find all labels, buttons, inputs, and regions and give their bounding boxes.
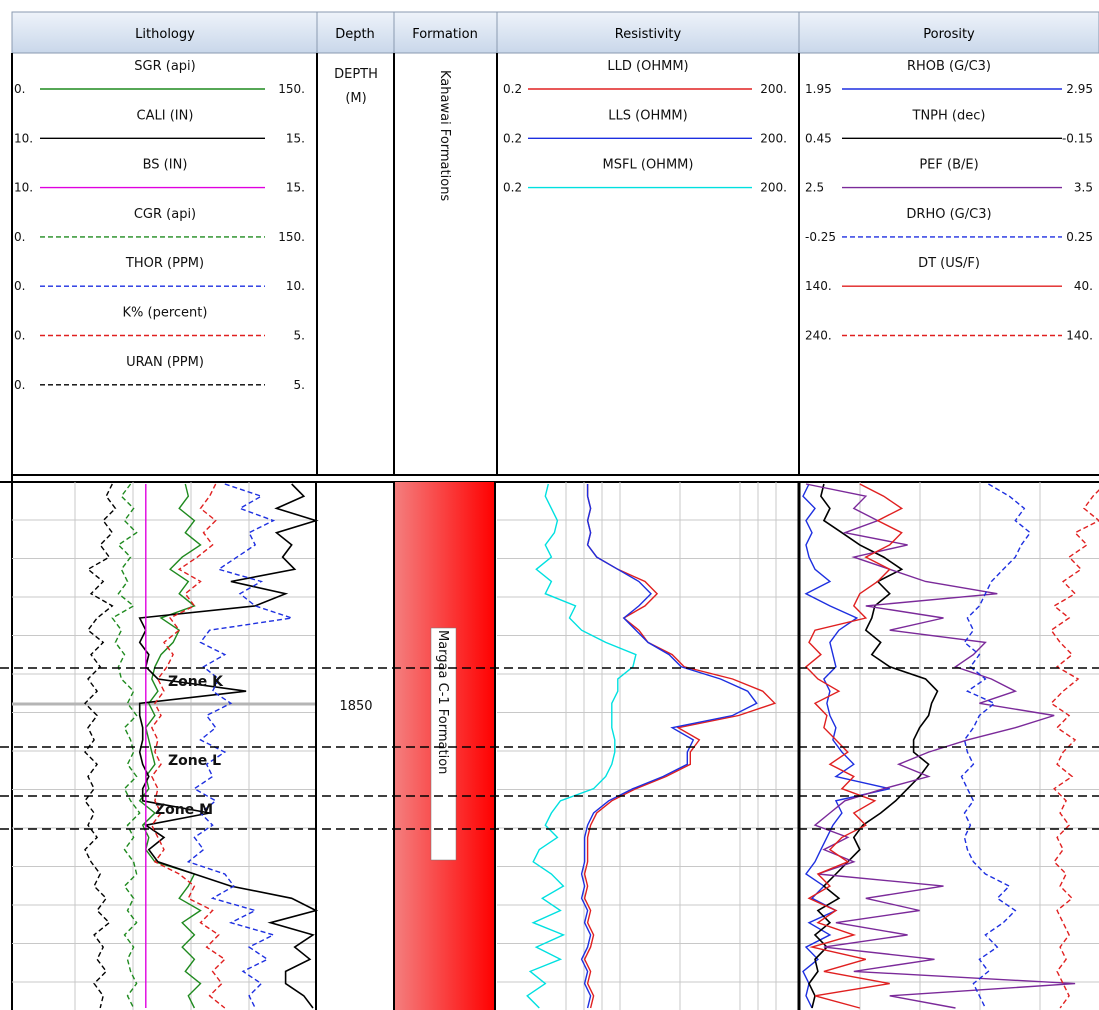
legend-left-scale-cgr-api: 0. [14,230,25,244]
curve-rhob-g-c3 [802,483,890,1009]
log-curves [84,483,1099,1009]
legend-left-scale-curve-5: 240. [805,329,832,343]
legend-left-scale-sgr-api: 0. [14,82,25,96]
legend-left-scale-rhob-g-c3: 1.95 [805,82,832,96]
curve-sgr-api [138,483,202,1009]
legend-lithology: SGR (api) 0. 150. CALI (IN) 10. 15. BS (IN) 10.… [14,59,305,392]
track-header-bar: Lithology Depth Formation Resistivity Po… [11,11,1099,54]
legend-left-scale-tnph-dec: 0.45 [805,131,832,145]
header-formation[interactable] [393,11,498,54]
legend-right-scale-tnph-dec: -0.15 [1062,131,1093,145]
legend-left-scale-lld-ohmm: 0.2 [503,82,522,96]
legend-left-scale-bs-in: 10. [14,181,33,195]
depth-unit: (M) [345,91,366,106]
curve-series-15 [1050,489,1099,1009]
legend-right-scale-sgr-api: 150. [278,82,305,96]
track-title-formation: Formation [412,27,478,42]
legend-left-scale-drho-g-c3: -0.25 [805,230,836,244]
legend-left-scale-cali-in: 10. [14,131,33,145]
track-title-lithology: Lithology [135,27,195,42]
header-porosity[interactable] [798,11,1099,54]
track-title-porosity: Porosity [923,27,975,42]
curve-lls-ohmm [580,484,758,1009]
grid-lithology [12,482,316,1010]
legend-right-scale-dt-us-f: 40. [1074,279,1093,293]
legend-name-sgr-api: SGR (api) [134,59,195,74]
legend-porosity: RHOB (G/C3) 1.95 2.95 TNPH (dec) 0.45 -0.15 PE… [805,59,1093,343]
legend-name-pef-b-e: PEF (B/E) [919,158,978,173]
legend-name-k-percent: K% (percent) [123,306,208,321]
legend-right-scale-curve-5: 140. [1066,329,1093,343]
curve-msfl-ohmm [526,483,637,1009]
legend-left-scale-thor-ppm: 0. [14,279,25,293]
track-title-depth: Depth [335,27,375,42]
formation-zone-label-box [430,627,457,861]
curve-cgr-api [111,483,141,1009]
legend-name-drho-g-c3: DRHO (G/C3) [906,207,991,222]
legend-name-cali-in: CALI (IN) [137,108,194,123]
curve-legend-area: SGR (api) 0. 150. CALI (IN) 10. 15. BS (IN) 10.… [11,53,1099,1010]
formation-zone-label: Margaa C-1 Formation [435,630,450,774]
curve-cali-in [138,483,319,1009]
legend-resistivity: LLD (OHMM) 0.2 200. LLS (OHMM) 0.2 200. MSFL (… [503,59,787,195]
legend-name-lls-ohmm: LLS (OHMM) [608,108,687,123]
legend-left-scale-uran-ppm: 0. [14,378,25,392]
formation-header-label: Kahawai Formations [437,70,452,201]
curve-uran-ppm [84,483,117,1009]
zone-label-zone-m: Zone M [155,802,213,818]
legend-name-rhob-g-c3: RHOB (G/C3) [907,59,991,74]
legend-left-scale-pef-b-e: 2.5 [805,181,824,195]
curve-dt-us-f [804,483,904,1009]
zone-label-zone-l: Zone L [168,753,221,769]
legend-left-scale-msfl-ohmm: 0.2 [503,181,522,195]
legend-name-uran-ppm: URAN (PPM) [126,355,204,370]
curve-k-percent [150,483,226,1009]
legend-left-scale-dt-us-f: 140. [805,279,832,293]
legend-right-scale-cgr-api: 150. [278,230,305,244]
legend-left-scale-k-percent: 0. [14,329,25,343]
depth-tick-label: 1850 [339,699,372,714]
legend-right-scale-rhob-g-c3: 2.95 [1066,82,1093,96]
legend-right-scale-pef-b-e: 3.5 [1074,181,1093,195]
legend-name-thor-ppm: THOR (PPM) [125,256,204,271]
track-title-resistivity: Resistivity [615,27,682,42]
legend-right-scale-lls-ohmm: 200. [760,131,787,145]
curve-drho-g-c3 [960,483,1032,1009]
legend-right-scale-lld-ohmm: 200. [760,82,787,96]
legend-name-bs-in: BS (IN) [143,158,188,173]
legend-right-scale-k-percent: 5. [294,329,305,343]
legend-right-scale-bs-in: 15. [286,181,305,195]
legend-right-scale-thor-ppm: 10. [286,279,305,293]
depth-mnemonic: DEPTH [334,67,378,82]
legend-left-scale-lls-ohmm: 0.2 [503,131,522,145]
header-depth[interactable] [316,11,395,54]
curve-thor-ppm [186,483,292,1009]
legend-right-scale-msfl-ohmm: 200. [760,181,787,195]
legend-right-scale-uran-ppm: 5. [294,378,305,392]
legend-right-scale-cali-in: 15. [286,131,305,145]
grid-porosity [800,482,1099,1010]
legend-name-cgr-api: CGR (api) [134,207,196,222]
legend-name-dt-us-f: DT (US/F) [918,256,980,271]
legend-name-msfl-ohmm: MSFL (OHMM) [603,158,694,173]
legend-name-tnph-dec: TNPH (dec) [912,108,986,123]
header-lithology[interactable] [11,11,318,54]
curve-pef-b-e [805,483,1076,1009]
legend-right-scale-drho-g-c3: 0.25 [1066,230,1093,244]
zone-label-zone-k: Zone K [168,674,224,690]
legend-name-lld-ohmm: LLD (OHMM) [607,59,688,74]
grid-resistivity [497,482,799,1010]
header-resistivity[interactable] [496,11,800,54]
zone-markers: Zone K Zone L Zone M [0,667,1099,830]
